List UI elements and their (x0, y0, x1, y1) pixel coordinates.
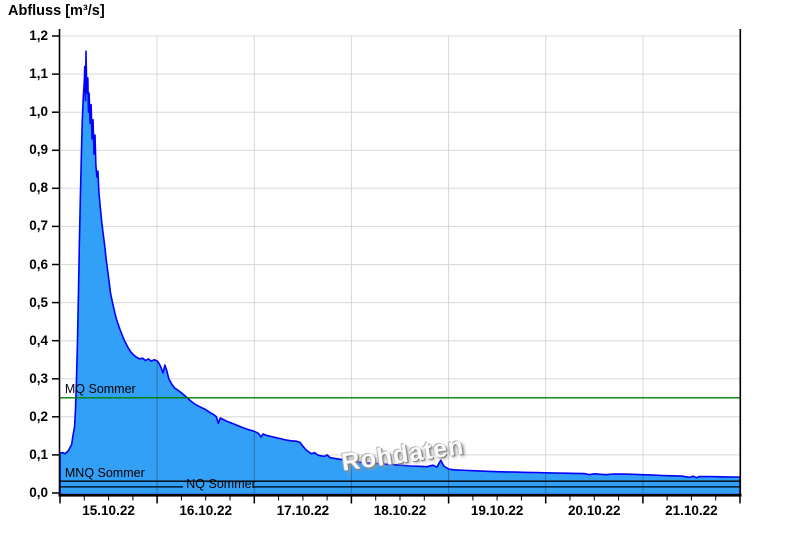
chart-title: Abfluss [m³/s] (8, 3, 105, 19)
x-tick-label: 21.10.22 (665, 503, 718, 518)
y-tick-label: 1,2 (29, 28, 48, 43)
x-tick-label: 17.10.22 (276, 503, 330, 518)
y-tick-label: 1,1 (29, 66, 48, 82)
y-tick-label: 0,3 (29, 370, 48, 386)
x-tick-label: 20.10.22 (568, 503, 621, 518)
y-tick-label: 0,8 (29, 180, 48, 196)
y-tick-label: 0,2 (29, 408, 48, 424)
x-tick-label: 16.10.22 (179, 503, 232, 518)
y-tick-label: 0,0 (29, 485, 48, 500)
x-tick-label: 19.10.22 (470, 503, 524, 518)
y-tick-label: 0,1 (29, 446, 48, 462)
nq-sommer-label: NQ Sommer (186, 476, 256, 491)
x-axis-line (58, 494, 742, 497)
y-tick-label: 0,4 (29, 332, 48, 348)
discharge-area (59, 50, 741, 496)
x-tick-label: 15.10.22 (82, 503, 135, 518)
mnq-sommer-label: MNQ Sommer (64, 465, 145, 480)
y-tick-label: 0,9 (29, 142, 48, 158)
x-tick-label: 18.10.22 (373, 503, 427, 518)
y-tick-label: 0,7 (29, 218, 48, 234)
y-tick-label: 0,6 (29, 256, 48, 272)
mq-sommer-label: MQ Sommer (64, 382, 136, 397)
y-tick-label: 0,5 (29, 294, 48, 310)
y-tick-label: 1,0 (29, 104, 48, 120)
